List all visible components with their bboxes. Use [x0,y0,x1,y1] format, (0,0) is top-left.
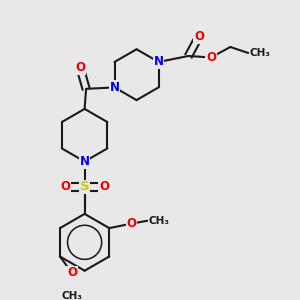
Text: O: O [127,217,137,230]
Text: CH₃: CH₃ [61,291,82,300]
Text: O: O [99,181,109,194]
Text: O: O [60,181,70,194]
Text: O: O [194,30,204,43]
Text: O: O [75,61,85,74]
Text: O: O [206,51,216,64]
Text: CH₃: CH₃ [249,48,270,58]
Text: N: N [110,81,119,94]
Text: S: S [80,181,89,194]
Text: O: O [67,266,77,280]
Text: N: N [154,56,164,68]
Text: CH₃: CH₃ [149,216,170,226]
Text: N: N [80,155,90,168]
